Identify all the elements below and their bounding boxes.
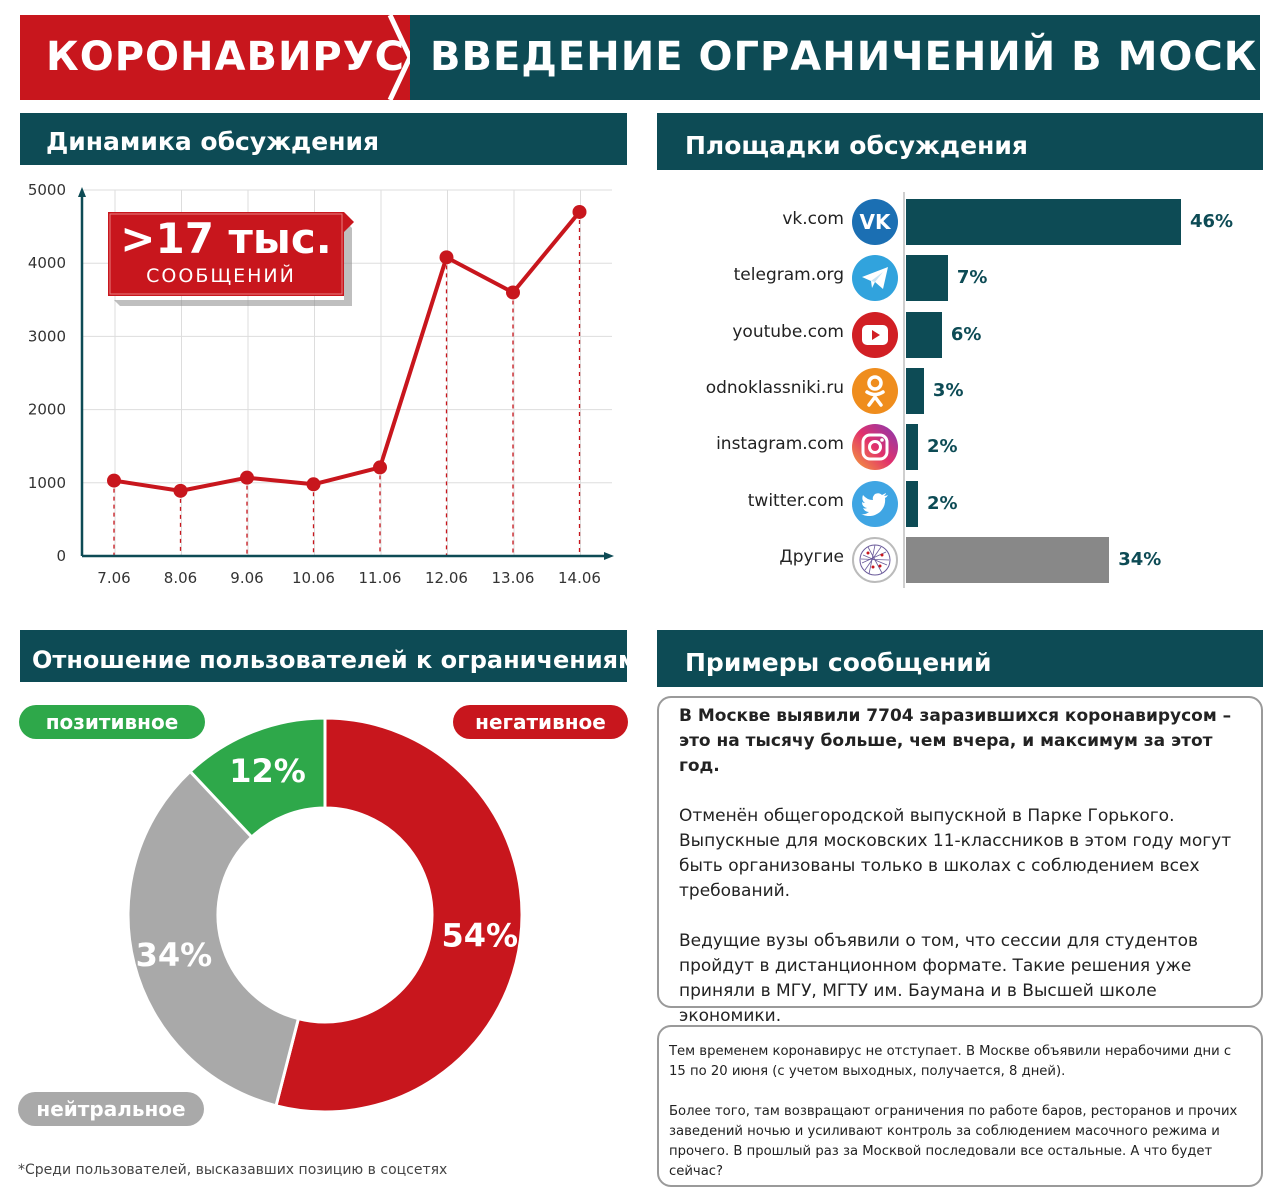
- attitude-donut-chart: 54% 34% 12%: [126, 716, 524, 1114]
- dynamics-header: Динамика обсуждения: [20, 113, 627, 165]
- data-point: [506, 285, 520, 300]
- message-1-headline: В Москве выявили 7704 заразившихся корон…: [679, 706, 1232, 776]
- attitude-footnote: *Среди пользователей, высказавших позици…: [18, 1162, 448, 1178]
- instagram-icon: [852, 424, 898, 471]
- donut-slices: [126, 716, 524, 1114]
- data-point: [373, 460, 387, 475]
- platform-value-label: 6%: [950, 323, 982, 345]
- donut-slice: [126, 769, 301, 1108]
- donut-slice-label: 12%: [229, 752, 306, 790]
- data-point: [173, 483, 188, 498]
- platform-bar: [906, 424, 918, 471]
- x-tick-label: 13.06: [492, 569, 535, 587]
- message-1-paragraph-3: Ведущие вузы объявили о том, что сессии …: [679, 931, 1199, 1026]
- platform-label: Другие: [779, 546, 844, 567]
- banner-right-background: [390, 15, 1260, 100]
- donut-labels: 54% 34% 12%: [136, 752, 518, 974]
- y-tick-labels: 0 1000 2000 3000 4000 5000: [28, 181, 66, 565]
- platform-value-label: 34%: [1118, 548, 1162, 570]
- message-box-1: В Москве выявили 7704 заразившихся корон…: [657, 696, 1263, 1026]
- x-tick-label: 9.06: [230, 569, 263, 587]
- series-line: [113, 210, 582, 493]
- donut-slice: [274, 716, 524, 1114]
- banner-chevron: [380, 15, 410, 100]
- network-icon: [852, 536, 898, 583]
- series-points: [107, 204, 587, 498]
- message-2-paragraph-2: Более того, там возвращают ограничения п…: [669, 1104, 1238, 1179]
- platform-bar: [906, 311, 942, 358]
- negative-label: негативное: [453, 705, 628, 739]
- x-axis-arrow: [604, 552, 614, 560]
- platform-label: instagram.com: [716, 434, 844, 455]
- platform-label: youtube.com: [732, 321, 844, 342]
- data-point: [240, 470, 254, 485]
- attitude-header: Отношение пользователей к ограничениям*: [20, 630, 650, 682]
- platform-bar: [906, 367, 924, 414]
- donut-slice-label: 34%: [136, 936, 213, 974]
- message-1-paragraph-2: Отменён общегородской выпускной в Парке …: [679, 806, 1232, 901]
- data-point: [572, 204, 587, 219]
- platform-bar: [906, 536, 1110, 583]
- twitter-icon: [852, 480, 898, 527]
- x-tick-label: 12.06: [425, 569, 468, 587]
- data-point: [306, 477, 321, 492]
- data-point: [107, 473, 121, 488]
- y-tick-label: 2000: [28, 401, 66, 419]
- donut-slice: [188, 716, 327, 840]
- odnoklassniki-icon: [852, 367, 898, 414]
- x-tick-label: 10.06: [292, 569, 335, 587]
- total-badge-shape: [108, 212, 354, 306]
- telegram-icon: [852, 255, 898, 302]
- data-point: [439, 250, 454, 265]
- chart-drop-lines: [113, 211, 581, 556]
- platform-label: odnoklassniki.ru: [705, 377, 844, 398]
- x-tick-label: 11.06: [359, 569, 402, 587]
- y-tick-label: 4000: [28, 254, 66, 272]
- x-tick-label: 14.06: [558, 569, 601, 587]
- y-tick-label: 5000: [28, 181, 66, 199]
- y-tick-label: 3000: [28, 327, 66, 345]
- platforms-axis: [903, 192, 905, 588]
- platform-value-label: 7%: [956, 267, 988, 289]
- positive-label: позитивное: [19, 705, 205, 739]
- platform-label: vk.com: [782, 209, 844, 229]
- x-tick-labels: 7.06 8.06 9.06 10.06 11.06 12.06 13.06 14.06: [97, 569, 601, 587]
- total-badge-value: >17 тыс.: [120, 214, 332, 263]
- youtube-icon: [852, 311, 898, 358]
- platform-value-label: 2%: [926, 436, 958, 458]
- y-tick-label: 1000: [28, 474, 66, 492]
- banner-left-title: КОРОНАВИРУС: [46, 34, 405, 80]
- y-tick-label: 0: [56, 547, 66, 565]
- platform-value-label: 3%: [932, 379, 964, 401]
- y-axis-arrow: [78, 187, 86, 197]
- total-badge-caption: СООБЩЕНИЙ: [146, 265, 296, 287]
- platform-label: twitter.com: [747, 490, 844, 511]
- banner-left-background: [20, 15, 410, 100]
- message-2-paragraph-1: Тем временем коронавирус не отступает. В…: [669, 1044, 1232, 1079]
- platform-bar: [906, 480, 918, 527]
- vk-icon: VK: [852, 199, 898, 245]
- platform-bar: [906, 255, 948, 302]
- examples-header: Примеры сообщений: [657, 630, 1263, 687]
- platform-value-label: 2%: [926, 492, 958, 514]
- message-box-2: Тем временем коронавирус не отступает. В…: [657, 1025, 1263, 1187]
- chart-axes: [78, 187, 614, 560]
- platform-value-label: 46%: [1190, 211, 1234, 232]
- platform-label: telegram.org: [733, 265, 844, 286]
- banner-right-title: ВВЕДЕНИЕ ОГРАНИЧЕНИЙ В МОСКВЕ: [430, 34, 1280, 80]
- neutral-label: нейтральное: [18, 1092, 204, 1126]
- x-tick-label: 7.06: [97, 569, 130, 587]
- x-tick-label: 8.06: [164, 569, 197, 587]
- platform-bar: [906, 199, 1181, 245]
- platforms-header: Площадки обсуждения: [657, 113, 1263, 170]
- donut-slice-label: 54%: [441, 917, 518, 955]
